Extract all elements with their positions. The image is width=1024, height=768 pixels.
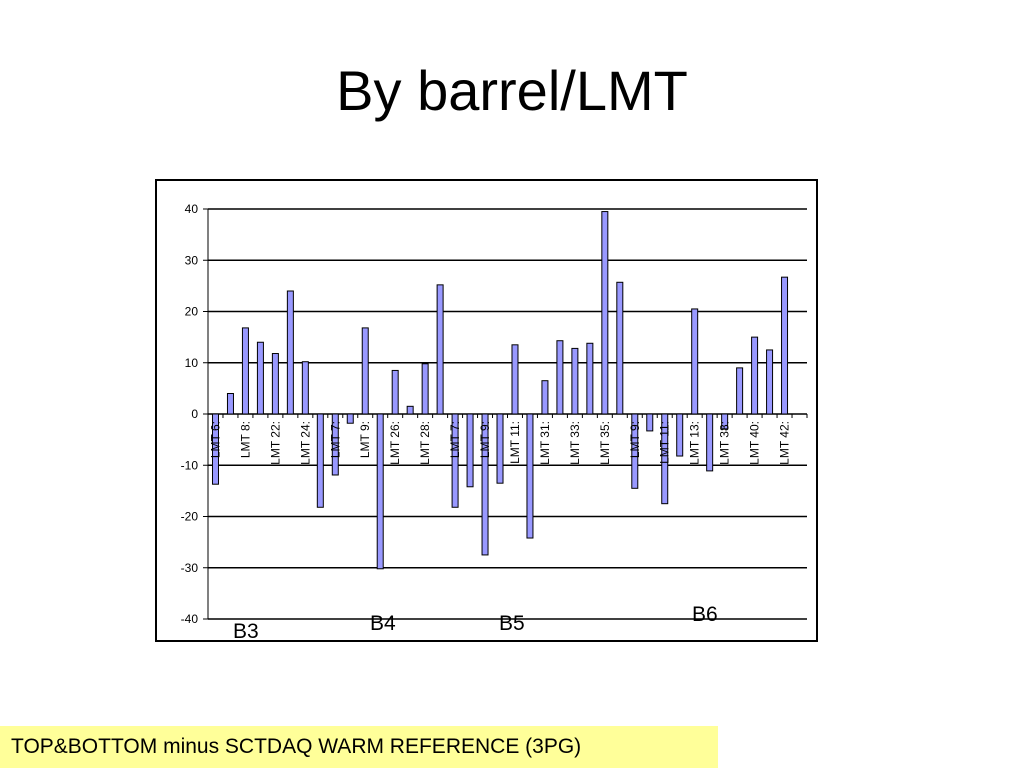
bar <box>526 413 534 539</box>
group-label-b5: B5 <box>499 612 525 635</box>
bar <box>751 336 759 415</box>
bar <box>406 405 414 415</box>
bar <box>256 341 264 415</box>
bar <box>301 361 309 415</box>
bar <box>781 276 789 415</box>
bar <box>661 413 669 505</box>
bar <box>736 367 744 415</box>
bar <box>391 369 399 415</box>
bar <box>286 290 294 415</box>
x-category-label: LMT 11: <box>508 421 522 464</box>
bar-chart: -40 -30 -20 -10 0 10 20 30 40 LMT 6: LMT 8: LMT 22:… <box>181 202 808 626</box>
bar <box>331 413 339 476</box>
bar <box>631 413 639 489</box>
bar <box>226 393 234 415</box>
bar <box>241 327 249 415</box>
x-category-label: LMT 22: <box>268 421 282 465</box>
bar <box>721 413 729 430</box>
bar <box>271 353 279 415</box>
bar <box>481 413 489 556</box>
footer-note: TOP&BOTTOM minus SCTDAQ WARM REFERENCE (… <box>0 726 718 768</box>
bar <box>586 342 594 415</box>
slide-title: By barrel/LMT <box>336 59 688 122</box>
group-label-b3: B3 <box>233 620 259 643</box>
bar <box>646 413 654 432</box>
x-category-label: LMT 6: <box>208 421 222 458</box>
bar <box>616 281 624 415</box>
y-tick-label: -30 <box>181 561 199 575</box>
y-tick-label: -40 <box>181 612 199 626</box>
bar <box>541 380 549 415</box>
y-tick-label: -10 <box>181 458 199 472</box>
x-category-label: LMT 33: <box>568 421 582 465</box>
x-category-label: LMT 42: <box>778 421 792 465</box>
y-tick-label: 40 <box>185 202 199 216</box>
x-category-label: LMT 11: <box>658 421 672 464</box>
x-category-label: LMT 31: <box>538 421 552 465</box>
bar <box>571 347 579 415</box>
bar <box>511 344 519 415</box>
x-category-label: LMT 24: <box>298 421 312 465</box>
x-category-label: LMT 7: <box>448 421 462 458</box>
x-category-label: LMT 8: <box>238 421 252 458</box>
x-category-label: LMT 28: <box>418 421 432 465</box>
x-category-label: LMT 9: <box>478 421 492 458</box>
y-tick-label: 10 <box>185 356 199 370</box>
bar <box>556 340 564 415</box>
bar <box>496 413 504 484</box>
group-label-b4: B4 <box>370 612 396 635</box>
bar <box>376 413 384 570</box>
x-category-label: LMT 38: <box>718 421 732 465</box>
x-category-label: LMT 7: <box>328 421 342 458</box>
bar <box>421 363 429 415</box>
bar <box>451 413 459 508</box>
bar <box>466 413 474 488</box>
bar <box>601 211 609 415</box>
bar <box>361 327 369 415</box>
bar <box>346 413 354 424</box>
x-category-label: LMT 13: <box>688 421 702 465</box>
x-category-label: LMT 26: <box>388 421 402 465</box>
bar <box>766 349 774 415</box>
y-tick-label: 0 <box>191 407 198 421</box>
chart-area: -40 -30 -20 -10 0 10 20 30 40 LMT 6: LMT 8: LMT 22:… <box>155 179 818 642</box>
bar <box>691 308 699 415</box>
y-tick-label: -20 <box>181 510 199 524</box>
y-tick-label: 30 <box>185 253 199 267</box>
bar <box>676 413 684 457</box>
x-category-label: LMT 40: <box>748 421 762 465</box>
group-label-b6: B6 <box>692 603 718 626</box>
bar <box>211 413 219 485</box>
bar <box>436 284 444 415</box>
bar <box>706 413 714 472</box>
x-category-label: LMT 9: <box>358 421 372 458</box>
bar <box>316 413 324 508</box>
y-tick-label: 20 <box>185 305 199 319</box>
x-category-label: LMT 9: <box>628 421 642 458</box>
x-category-label: LMT 35: <box>598 421 612 465</box>
